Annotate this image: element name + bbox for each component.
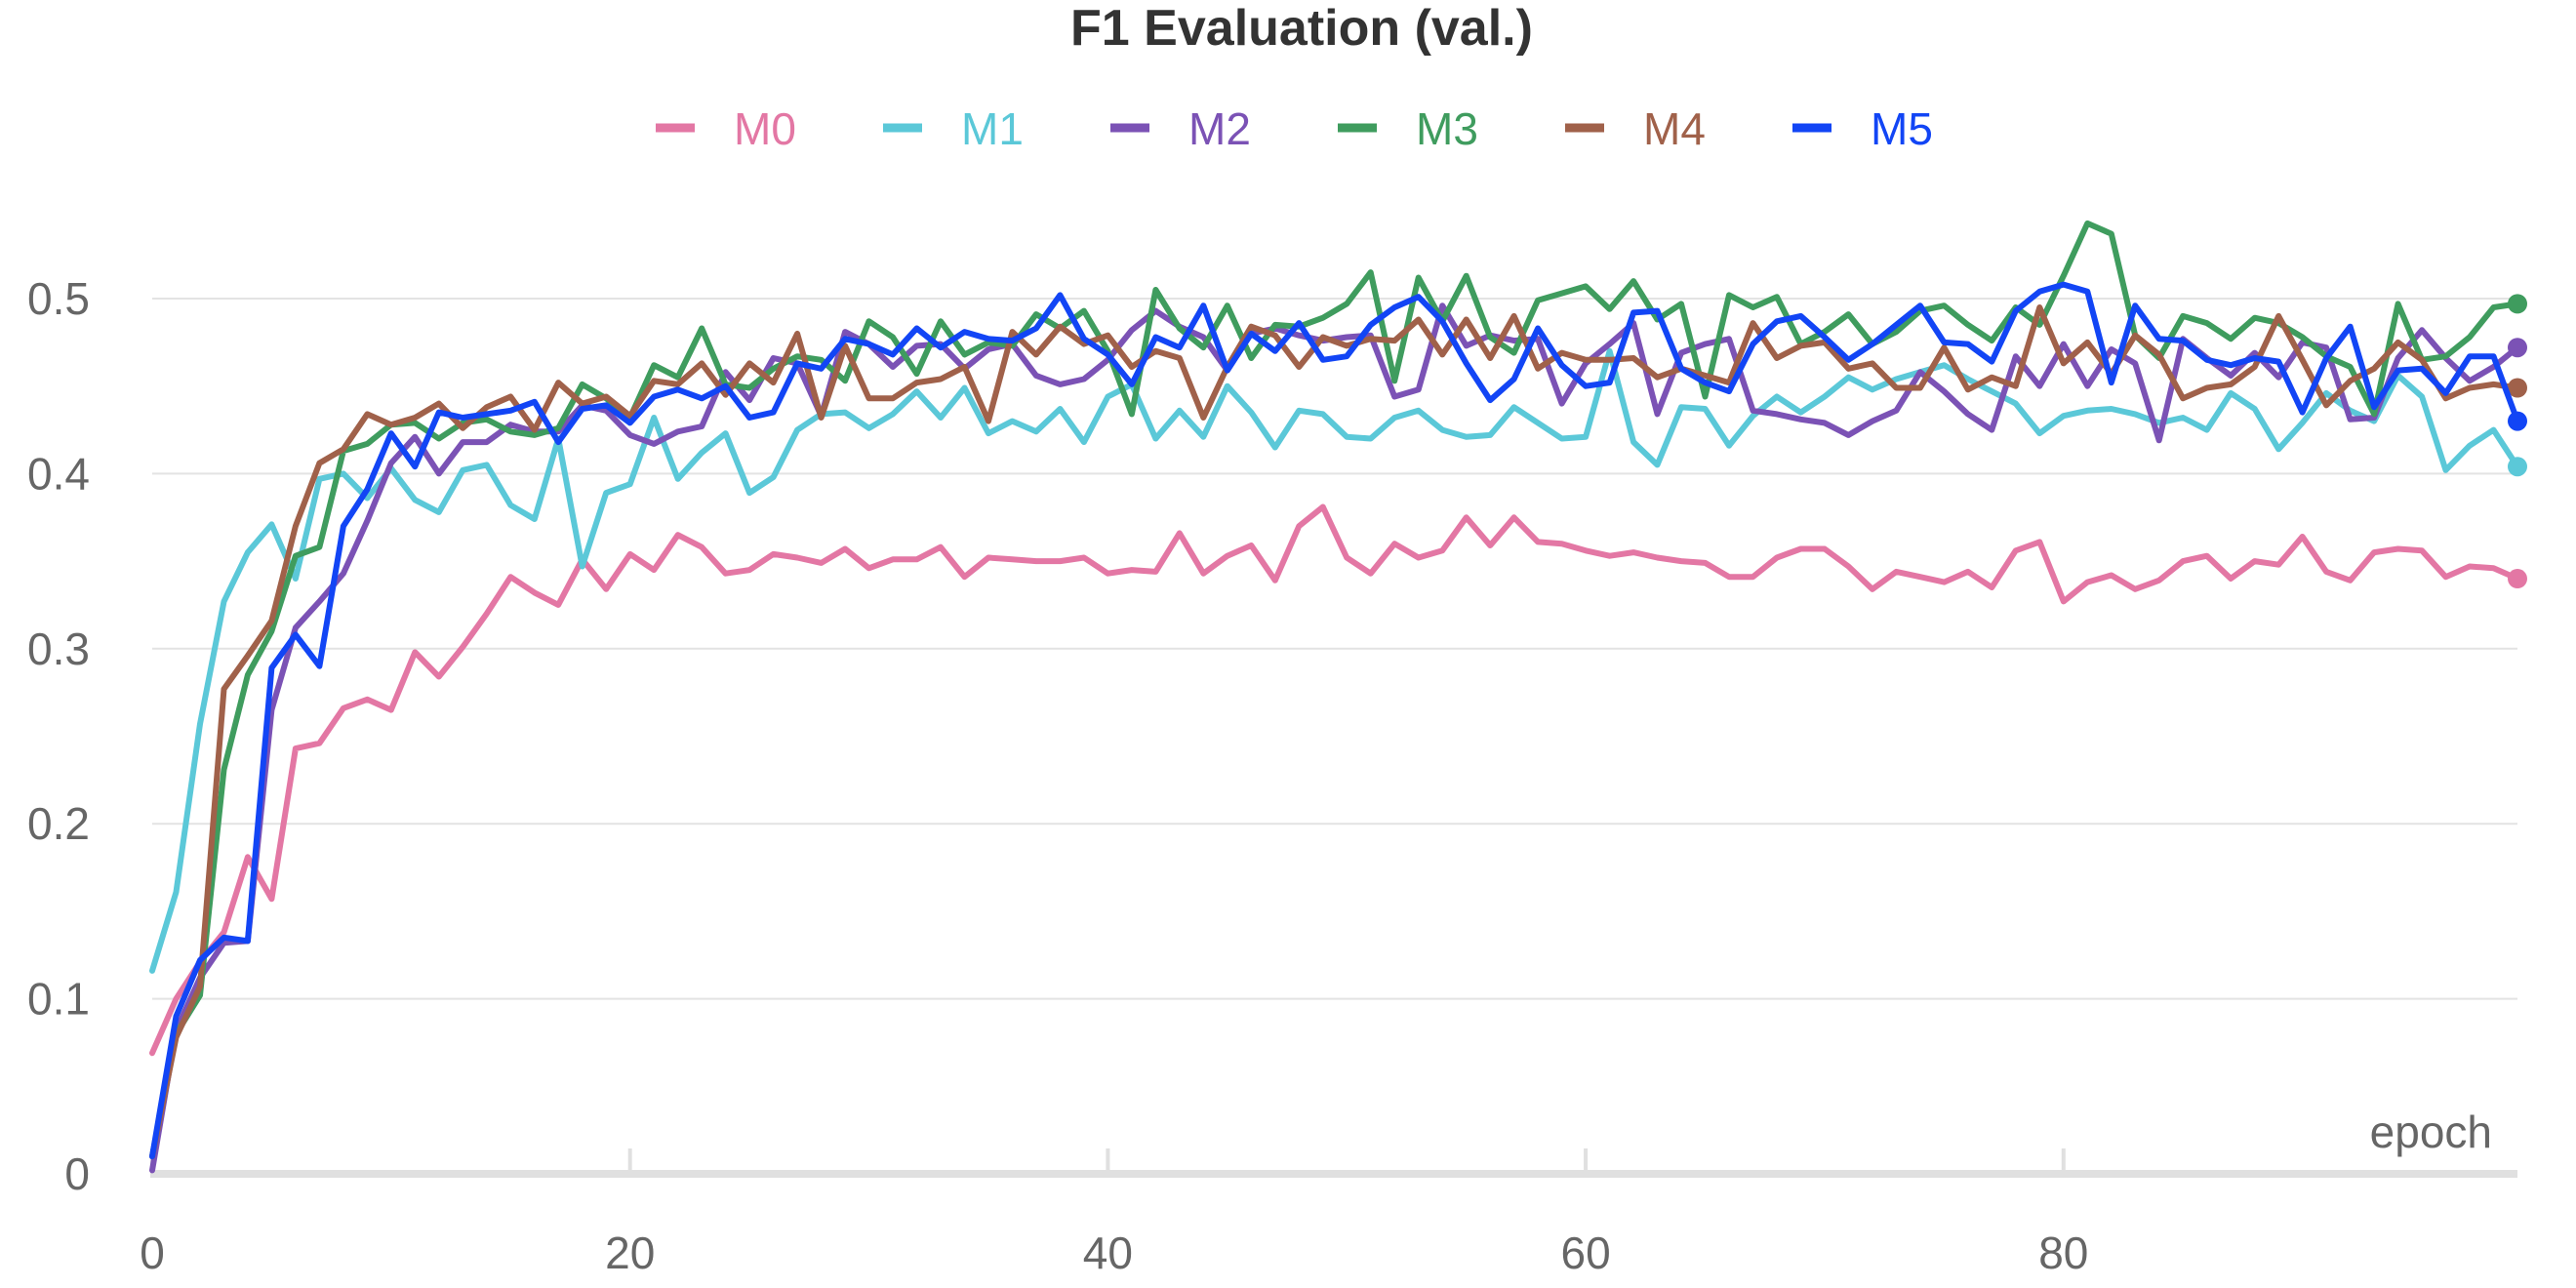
series-line-m1 <box>149 347 2520 974</box>
legend-label-m0: M0 <box>734 103 796 154</box>
series-line-m5 <box>149 281 2520 1160</box>
legend: M0 M1 M2 M3 M4 M5 <box>656 103 1933 154</box>
y-tick-label: 0 <box>64 1148 90 1199</box>
x-tick-label: 20 <box>605 1228 655 1278</box>
series-end-point-m0 <box>2508 569 2527 589</box>
series-line-m3 <box>149 220 2520 1160</box>
x-tick-label: 40 <box>1083 1228 1133 1278</box>
x-axis: 0 20 40 60 80 <box>140 1148 2517 1278</box>
legend-label-m5: M5 <box>1871 103 1933 154</box>
plot-area <box>149 220 2527 1174</box>
x-tick-label: 60 <box>1561 1228 1611 1278</box>
series-line-m0 <box>149 503 2520 1057</box>
chart-title: F1 Evaluation (val.) <box>1070 0 1533 57</box>
series-end-point-m2 <box>2508 338 2527 358</box>
y-axis: 0 0.1 0.2 0.3 0.4 0.5 <box>27 273 90 1199</box>
y-tick-label: 0.4 <box>27 448 90 499</box>
legend-label-m4: M4 <box>1643 103 1706 154</box>
y-tick-label: 0.3 <box>27 624 90 674</box>
legend-label-m3: M3 <box>1416 103 1478 154</box>
legend-label-m1: M1 <box>961 103 1024 154</box>
series-end-point-m5 <box>2508 411 2527 431</box>
series-end-point-m1 <box>2508 457 2527 477</box>
x-tick-label: 0 <box>140 1228 165 1278</box>
gridlines <box>152 298 2517 1000</box>
x-tick-label: 80 <box>2038 1228 2088 1278</box>
legend-label-m2: M2 <box>1188 103 1251 154</box>
y-tick-label: 0.2 <box>27 798 90 849</box>
y-tick-label: 0.1 <box>27 974 90 1025</box>
series-end-point-m3 <box>2508 294 2527 314</box>
y-tick-label: 0.5 <box>27 273 90 324</box>
series-line-m4 <box>149 304 2520 1160</box>
series-end-point-m4 <box>2508 378 2527 398</box>
series-line-m2 <box>149 302 2520 1174</box>
x-axis-label: epoch <box>2370 1107 2492 1157</box>
